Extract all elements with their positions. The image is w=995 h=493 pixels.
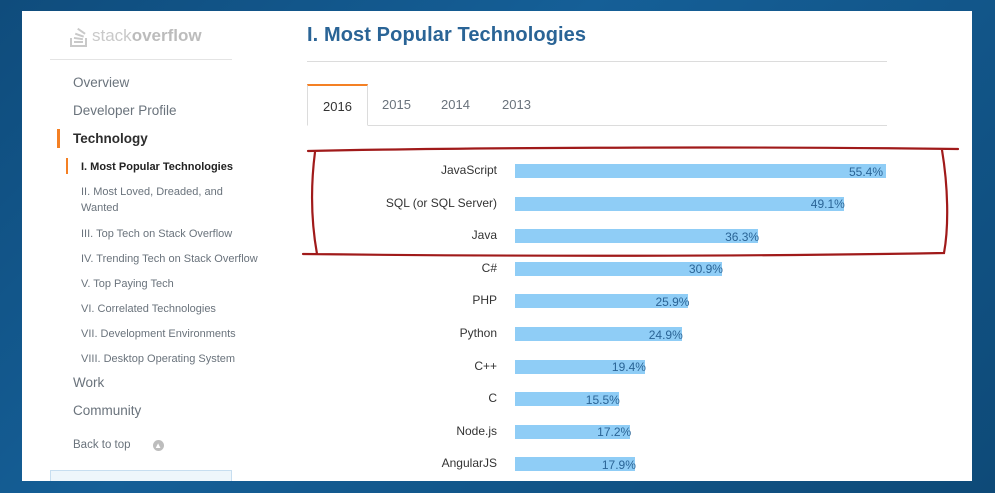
value-label: 55.4% [849, 164, 884, 179]
sub-item-loved-dreaded[interactable]: II. Most Loved, Dreaded, and Wanted [81, 186, 223, 214]
sub-item-top-paying[interactable]: V. Top Paying Tech [81, 278, 174, 290]
sidebar-box [50, 470, 232, 481]
category-label: SQL (or SQL Server) [385, 195, 497, 210]
category-label: C# [481, 260, 497, 275]
tab-2015[interactable]: 2015 [382, 97, 411, 112]
tab-2016[interactable]: 2016 [307, 84, 368, 126]
bar[interactable] [515, 164, 886, 178]
sub-item-desktop-os[interactable]: VIII. Desktop Operating System [81, 353, 236, 365]
highlight-annotation [301, 146, 960, 257]
logo-divider [50, 59, 232, 60]
sidebar-item-technology[interactable]: Technology [73, 131, 148, 146]
sub-active-indicator [66, 158, 68, 174]
value-label: 25.9% [655, 294, 690, 309]
bar[interactable] [515, 392, 619, 407]
sidebar-item-work[interactable]: Work [73, 375, 105, 390]
sidebar-item-overview[interactable]: Overview [73, 75, 130, 90]
stack-icon [70, 27, 87, 47]
category-label: PHP [472, 293, 497, 308]
value-label: 30.9% [688, 262, 723, 277]
bar[interactable] [515, 294, 689, 309]
sub-item-top-tech[interactable]: III. Top Tech on Stack Overflow [81, 228, 233, 240]
bar[interactable] [515, 359, 645, 374]
tab-2014[interactable]: 2014 [441, 97, 470, 112]
value-label: 15.5% [585, 392, 620, 407]
category-label: C [488, 391, 497, 406]
value-label: 17.9% [601, 457, 636, 472]
sub-item-trending-tech[interactable]: IV. Trending Tech on Stack Overflow [81, 253, 258, 265]
category-label: Python [459, 326, 497, 340]
year-tabs: 2016 2015 2014 2013 [307, 84, 887, 126]
value-label: 17.2% [597, 425, 632, 440]
back-to-top-link[interactable]: Back to top ▲ [73, 439, 164, 451]
bar[interactable] [515, 424, 631, 439]
logo-text-light: stack [92, 26, 132, 45]
annotation-stroke [301, 146, 960, 257]
category-label: JavaScript [440, 163, 497, 177]
bar[interactable] [515, 196, 844, 211]
stackoverflow-logo[interactable]: stack overflow [70, 23, 202, 49]
back-to-top-label: Back to top [73, 439, 131, 451]
bar[interactable] [515, 457, 635, 472]
sub-item-dev-environments[interactable]: VII. Development Environments [81, 328, 236, 340]
chevron-up-icon: ▲ [152, 439, 164, 451]
value-label: 24.9% [648, 327, 683, 342]
title-divider [307, 61, 887, 62]
category-label: C++ [474, 358, 497, 373]
value-label: 19.4% [611, 360, 646, 375]
bar[interactable] [515, 229, 759, 244]
sidebar-item-community[interactable]: Community [73, 403, 142, 418]
survey-page: stack overflow Overview Developer Profile… [22, 11, 972, 481]
category-label: Node.js [456, 423, 497, 438]
value-label: 49.1% [810, 197, 845, 212]
bar[interactable] [515, 327, 682, 341]
page-title: I. Most Popular Technologies [307, 24, 587, 46]
tab-2013[interactable]: 2013 [502, 97, 531, 112]
sub-item-correlated[interactable]: VI. Correlated Technologies [81, 303, 216, 315]
sidebar-item-developer-profile[interactable]: Developer Profile [73, 103, 177, 118]
category-label: AngularJS [441, 456, 497, 471]
sub-item-most-popular[interactable]: I. Most Popular Technologies [81, 161, 233, 173]
category-label: Java [471, 228, 497, 243]
active-indicator [57, 129, 60, 148]
logo-text-bold: overflow [131, 26, 202, 45]
value-label: 36.3% [725, 229, 760, 244]
bar[interactable] [515, 261, 722, 276]
